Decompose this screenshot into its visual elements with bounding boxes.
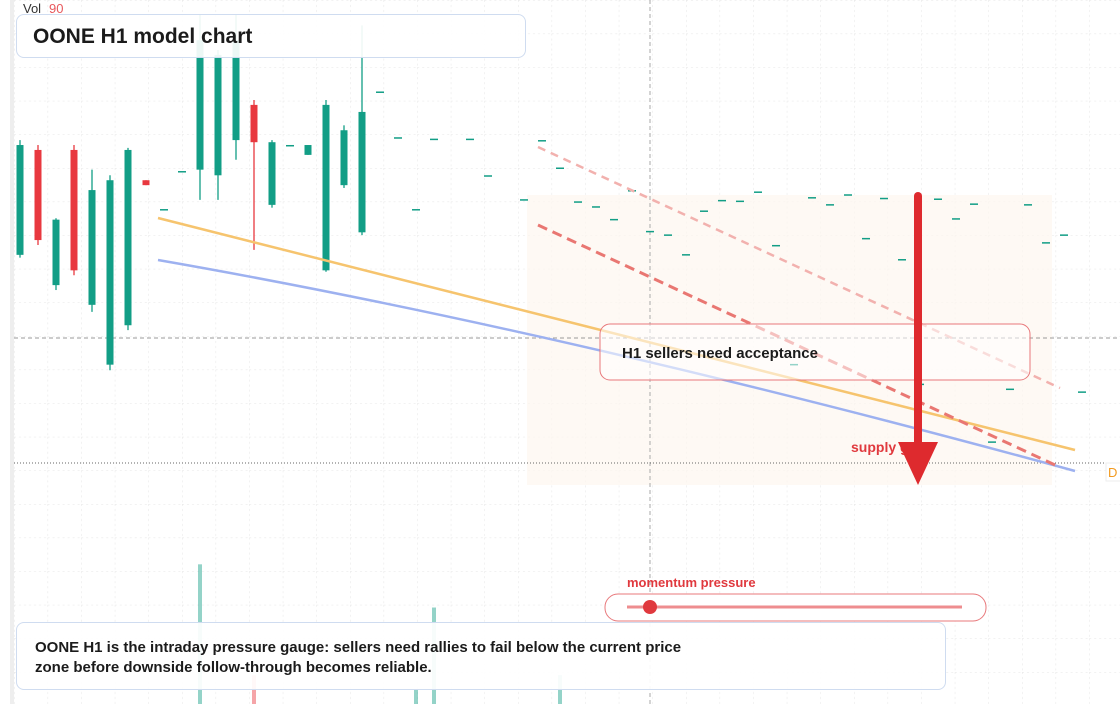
candle-dash — [862, 237, 870, 240]
price-tag: D — [1108, 465, 1117, 480]
candle-dash — [664, 234, 672, 236]
candle-body — [16, 145, 24, 255]
candle-body — [52, 219, 60, 286]
candle-dash — [988, 441, 996, 443]
candle-dash — [610, 218, 618, 221]
candle-dash — [466, 138, 474, 141]
candle-body — [88, 190, 96, 305]
candle-dash — [934, 198, 942, 200]
candle-dash — [1006, 388, 1014, 391]
candle-dash — [592, 206, 600, 208]
candle-dash — [952, 218, 960, 220]
candle-body — [142, 180, 150, 186]
candle-dash — [718, 199, 726, 202]
candle-body — [214, 54, 222, 176]
candle-dash — [970, 203, 978, 205]
candle-body — [322, 104, 330, 271]
curve-line — [157, 258, 1076, 473]
candle-dash — [484, 175, 492, 177]
candle-body — [106, 180, 114, 365]
candle-dash — [844, 194, 852, 196]
arrow-head — [898, 442, 938, 485]
candle-dash — [574, 201, 582, 203]
candle-body — [304, 145, 312, 155]
candle-dash — [160, 209, 168, 211]
callout-box — [599, 323, 1031, 381]
candle-dash — [898, 259, 906, 261]
candle-body — [250, 104, 258, 143]
candle-dash — [1060, 234, 1068, 236]
gauge-label: momentum pressure — [627, 575, 756, 590]
volume-setting: 90 — [49, 1, 63, 16]
candle-dash — [646, 230, 654, 233]
gauge-knob — [643, 600, 657, 614]
candle-dash — [178, 171, 186, 173]
candle-dash — [808, 197, 816, 199]
candle-dash — [1042, 242, 1050, 244]
candle-dash — [772, 244, 780, 247]
note-text: OONE H1 is the intraday pressure gauge: … — [35, 639, 682, 676]
candle-dash — [754, 191, 762, 193]
price-tag-box — [1105, 462, 1120, 482]
candle-dash — [682, 254, 690, 256]
candle-body — [268, 142, 276, 205]
candle-dash — [826, 204, 834, 206]
candle-body — [232, 40, 240, 141]
left-edge — [10, 0, 14, 704]
candle-dash — [412, 209, 420, 211]
note-box: OONE H1 is the intraday pressure gauge: … — [16, 622, 946, 690]
candle-body — [340, 130, 348, 186]
candle-dash — [520, 199, 528, 201]
chart-title: OONE H1 model chart — [33, 25, 253, 48]
candle-dash — [880, 197, 888, 200]
candle-dash — [286, 144, 294, 147]
candle-dash — [538, 140, 546, 142]
candle-dash — [1024, 204, 1032, 206]
candle-dash — [556, 167, 564, 170]
candle-dash — [394, 137, 402, 139]
candle-body — [70, 149, 78, 271]
candle-dash — [430, 138, 438, 141]
candle-dash — [736, 200, 744, 203]
candle-dash — [700, 210, 708, 212]
volume-label: Vol — [23, 1, 41, 16]
title-box: OONE H1 model chart — [16, 14, 526, 58]
candle-body — [34, 149, 42, 241]
candle-dash — [376, 91, 384, 93]
callout-text: H1 sellers need acceptance — [622, 345, 818, 362]
candle-dash — [1078, 391, 1086, 393]
candle-body — [124, 149, 132, 326]
candle-body — [196, 40, 204, 170]
candle-body — [358, 111, 366, 233]
volume-bar — [414, 689, 418, 704]
